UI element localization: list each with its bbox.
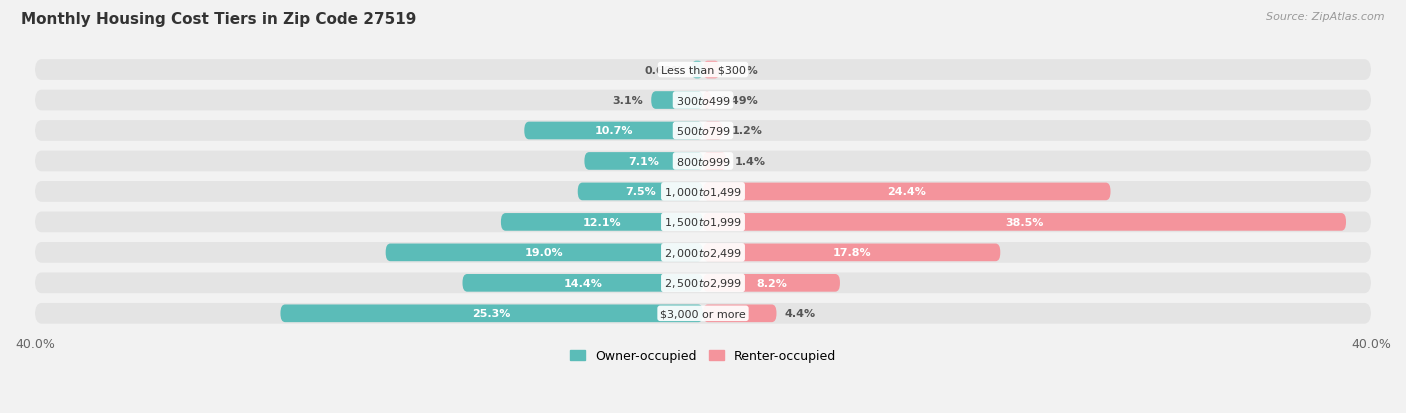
Text: $1,000 to $1,499: $1,000 to $1,499 xyxy=(664,185,742,198)
FancyBboxPatch shape xyxy=(703,153,727,171)
Text: 17.8%: 17.8% xyxy=(832,248,870,258)
FancyBboxPatch shape xyxy=(35,121,1371,142)
Text: $3,000 or more: $3,000 or more xyxy=(661,309,745,318)
FancyBboxPatch shape xyxy=(703,92,711,109)
Text: Monthly Housing Cost Tiers in Zip Code 27519: Monthly Housing Cost Tiers in Zip Code 2… xyxy=(21,12,416,27)
Text: Less than $300: Less than $300 xyxy=(661,65,745,75)
Text: 7.1%: 7.1% xyxy=(628,157,659,166)
FancyBboxPatch shape xyxy=(703,183,1111,201)
Text: 0.49%: 0.49% xyxy=(720,96,758,106)
Text: 1.2%: 1.2% xyxy=(731,126,762,136)
Text: 38.5%: 38.5% xyxy=(1005,217,1043,227)
Text: Source: ZipAtlas.com: Source: ZipAtlas.com xyxy=(1267,12,1385,22)
Text: 10.7%: 10.7% xyxy=(595,126,633,136)
Text: 25.3%: 25.3% xyxy=(472,309,510,318)
FancyBboxPatch shape xyxy=(280,305,703,323)
FancyBboxPatch shape xyxy=(35,60,1371,81)
Text: $800 to $999: $800 to $999 xyxy=(675,156,731,168)
Text: 7.5%: 7.5% xyxy=(626,187,655,197)
Text: 12.1%: 12.1% xyxy=(582,217,621,227)
FancyBboxPatch shape xyxy=(463,274,703,292)
FancyBboxPatch shape xyxy=(703,62,720,79)
FancyBboxPatch shape xyxy=(703,122,723,140)
FancyBboxPatch shape xyxy=(501,214,703,231)
FancyBboxPatch shape xyxy=(385,244,703,261)
FancyBboxPatch shape xyxy=(703,244,1000,261)
Text: 14.4%: 14.4% xyxy=(564,278,602,288)
FancyBboxPatch shape xyxy=(692,62,703,79)
FancyBboxPatch shape xyxy=(703,274,839,292)
Legend: Owner-occupied, Renter-occupied: Owner-occupied, Renter-occupied xyxy=(565,344,841,368)
FancyBboxPatch shape xyxy=(578,183,703,201)
Text: 1.0%: 1.0% xyxy=(728,65,759,75)
FancyBboxPatch shape xyxy=(35,303,1371,324)
Text: 3.1%: 3.1% xyxy=(612,96,643,106)
FancyBboxPatch shape xyxy=(35,273,1371,294)
FancyBboxPatch shape xyxy=(651,92,703,109)
FancyBboxPatch shape xyxy=(524,122,703,140)
FancyBboxPatch shape xyxy=(35,212,1371,233)
Text: $2,500 to $2,999: $2,500 to $2,999 xyxy=(664,277,742,290)
FancyBboxPatch shape xyxy=(35,182,1371,202)
Text: 8.2%: 8.2% xyxy=(756,278,787,288)
Text: $2,000 to $2,499: $2,000 to $2,499 xyxy=(664,246,742,259)
FancyBboxPatch shape xyxy=(35,90,1371,111)
Text: $500 to $799: $500 to $799 xyxy=(675,125,731,137)
Text: 24.4%: 24.4% xyxy=(887,187,927,197)
Text: 4.4%: 4.4% xyxy=(785,309,815,318)
Text: $300 to $499: $300 to $499 xyxy=(675,95,731,107)
Text: 0.69%: 0.69% xyxy=(644,65,683,75)
Text: 1.4%: 1.4% xyxy=(735,157,766,166)
FancyBboxPatch shape xyxy=(585,153,703,171)
Text: 19.0%: 19.0% xyxy=(524,248,564,258)
FancyBboxPatch shape xyxy=(703,214,1346,231)
FancyBboxPatch shape xyxy=(35,242,1371,263)
Text: $1,500 to $1,999: $1,500 to $1,999 xyxy=(664,216,742,229)
FancyBboxPatch shape xyxy=(703,305,776,323)
FancyBboxPatch shape xyxy=(35,151,1371,172)
